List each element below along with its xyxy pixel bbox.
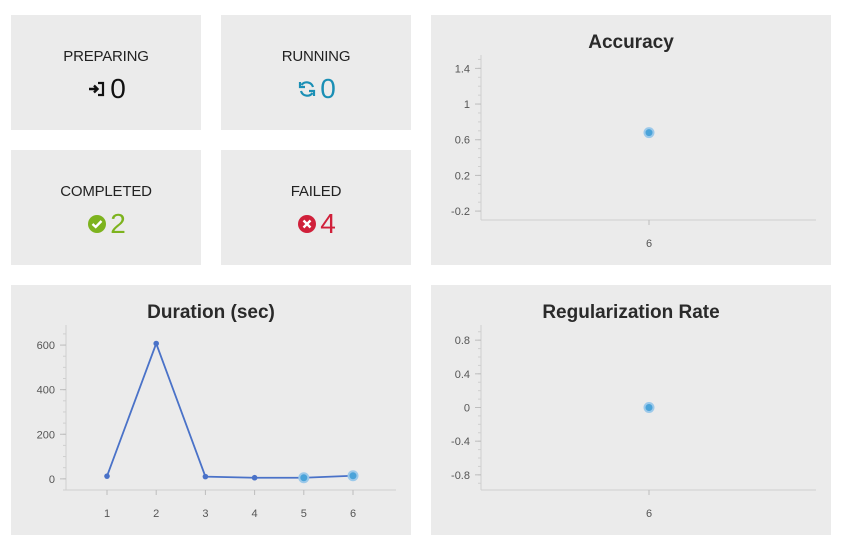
y-tick-label: -0.2 [451, 206, 470, 218]
y-tick-label: 400 [37, 385, 55, 397]
x-tick-label: 6 [646, 508, 652, 520]
data-point[interactable] [643, 127, 655, 139]
failed-label: FAILED [290, 183, 342, 200]
preparing-tile: PREPARING 0 [11, 15, 201, 130]
data-point[interactable] [104, 473, 110, 479]
y-tick-label: 0 [464, 403, 470, 415]
completed-count: 2 [110, 208, 126, 239]
y-tick-label: 600 [37, 340, 55, 352]
x-tick-label: 6 [350, 508, 356, 520]
check-circle-icon [86, 213, 108, 235]
failed-count: 4 [320, 208, 336, 239]
data-point[interactable] [643, 402, 655, 413]
y-tick-label: 1 [464, 99, 470, 111]
y-tick-label: -0.4 [451, 436, 470, 448]
refresh-icon [296, 78, 318, 100]
completed-label: COMPLETED [60, 183, 152, 200]
x-tick-label: 6 [646, 238, 652, 250]
data-point[interactable] [202, 473, 209, 480]
running-count: 0 [320, 73, 336, 104]
data-point[interactable] [251, 474, 258, 481]
y-tick-label: 0 [49, 474, 55, 486]
running-value-row: 0 [221, 73, 411, 105]
running-label: RUNNING [281, 48, 351, 65]
y-tick-label: 0.8 [455, 335, 470, 347]
x-tick-label: 3 [202, 508, 208, 520]
running-tile: RUNNING 0 [221, 15, 411, 130]
x-tick-label: 5 [301, 508, 307, 520]
accuracy-chart-title: Accuracy [588, 32, 674, 53]
y-tick-label: 0.4 [455, 369, 470, 381]
data-point[interactable] [153, 340, 159, 347]
data-point[interactable] [347, 470, 359, 482]
regularization-chart-panel: Regularization Rate -0.8 -0.4 0 0.4 0.8 6 [431, 285, 831, 535]
data-point[interactable] [298, 472, 310, 484]
regularization-chart-title: Regularization Rate [542, 302, 720, 323]
completed-tile: COMPLETED 2 [11, 150, 201, 265]
y-tick-label: 200 [37, 429, 55, 441]
series-line [106, 340, 354, 479]
y-tick-label: 1.4 [455, 63, 470, 75]
accuracy-chart-panel: Accuracy -0.2 0.2 0.6 1 1.4 6 [431, 15, 831, 265]
duration-chart: 0 200 400 600 1 2 3 4 5 6 [37, 325, 396, 520]
y-tick-label: 0.6 [455, 135, 470, 147]
duration-chart-title: Duration (sec) [147, 302, 275, 323]
x-tick-label: 4 [252, 508, 258, 520]
duration-chart-panel: Duration (sec) 0 200 400 600 1 2 3 4 5 6 [11, 285, 411, 535]
preparing-count: 0 [110, 73, 126, 104]
times-circle-icon [296, 213, 318, 235]
x-tick-label: 2 [153, 508, 159, 520]
completed-value-row: 2 [11, 208, 201, 240]
y-tick-label: -0.8 [451, 470, 470, 482]
accuracy-chart: -0.2 0.2 0.6 1 1.4 6 [451, 55, 816, 250]
failed-value-row: 4 [221, 208, 411, 240]
preparing-label: PREPARING [63, 48, 149, 65]
failed-tile: FAILED 4 [221, 150, 411, 265]
regularization-chart: -0.8 -0.4 0 0.4 0.8 6 [451, 325, 816, 520]
x-tick-label: 1 [104, 508, 110, 520]
y-tick-label: 0.2 [455, 170, 470, 182]
sign-in-icon [86, 78, 108, 100]
preparing-value-row: 0 [11, 73, 201, 105]
